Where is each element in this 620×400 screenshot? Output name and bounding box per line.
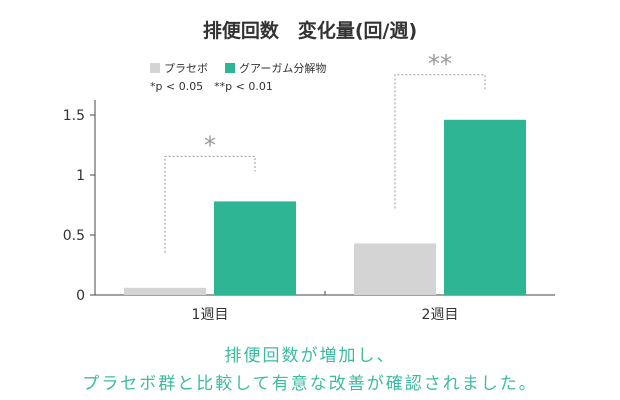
legend-label-placebo: プラセボ: [164, 62, 208, 75]
bar-guar-gum: [214, 201, 296, 295]
legend: プラセボ グアーガム分解物 *p < 0.05 **p < 0.01: [150, 61, 326, 93]
bar-placebo: [124, 287, 206, 295]
significance-annotations: ***: [164, 50, 486, 253]
x-tick-label: 2週目: [422, 307, 459, 323]
y-tick-label: 0: [76, 288, 85, 304]
bar-placebo: [354, 243, 436, 295]
bars: [124, 119, 526, 295]
legend-label-guar-gum: グアーガム分解物: [239, 61, 326, 75]
conclusion-line-1: 排便回数が増加し、: [224, 346, 396, 366]
legend-swatch-placebo: [150, 63, 160, 73]
bar-chart: 排便回数 変化量(回/週) プラセボ グアーガム分解物 *p < 0.05 **…: [63, 19, 555, 323]
chart-title: 排便回数 変化量(回/週): [203, 19, 417, 42]
significance-marker: *: [204, 131, 216, 159]
significance-marker: **: [428, 50, 452, 78]
bar-guar-gum: [444, 119, 526, 295]
y-tick-label: 0.5: [63, 228, 85, 244]
legend-swatch-guar-gum: [225, 63, 235, 73]
significance-note: *p < 0.05 **p < 0.01: [150, 80, 273, 93]
conclusion-line-2: プラセボ群と比較して有意な改善が確認されました。: [82, 374, 538, 394]
y-tick-label: 1.5: [63, 108, 85, 124]
x-tick-label: 1週目: [192, 307, 229, 323]
significance-bracket: [164, 155, 256, 253]
y-tick-label: 1: [76, 168, 85, 184]
